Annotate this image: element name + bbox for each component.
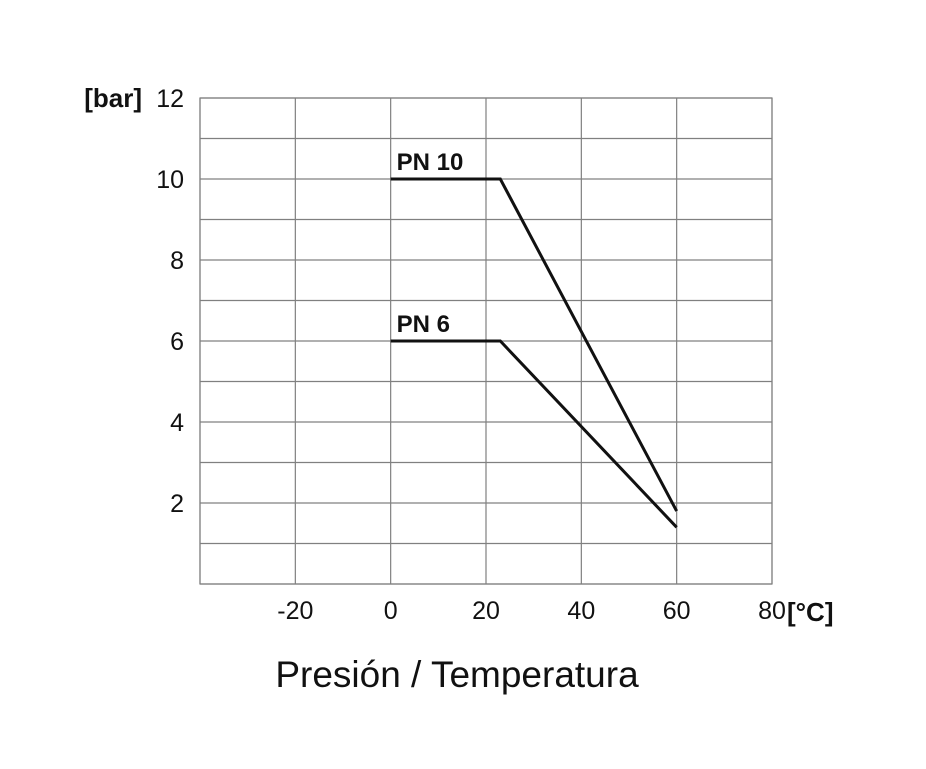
series-line-pn-10	[390, 177, 678, 512]
series-line-pn-6	[390, 339, 678, 529]
chart-caption: Presión / Temperatura	[275, 654, 639, 695]
series-lines	[390, 177, 678, 529]
y-tick-label: 4	[170, 409, 184, 437]
y-tick-label: 10	[156, 166, 184, 194]
plot-frame	[199, 97, 773, 585]
x-tick-label: 0	[384, 597, 398, 625]
x-tick-label: -20	[277, 597, 313, 625]
x-tick-label: 60	[663, 597, 691, 625]
series-label-pn-10: PN 10	[397, 149, 464, 176]
x-axis-unit: [°C]	[787, 597, 834, 627]
series-label-pn-6: PN 6	[397, 311, 450, 338]
pressure-temperature-chart: -20 0 20 40 60 80 2 4 6 8 10 12 [bar] [°C] PN 10 PN 6	[84, 83, 833, 627]
x-tick-label: 40	[567, 597, 595, 625]
x-tick-label: 20	[472, 597, 500, 625]
labels: -20 0 20 40 60 80 2 4 6 8 10 12 [bar] [°C] PN 10 PN 6	[84, 83, 833, 627]
x-tick-label: 80	[758, 597, 786, 625]
y-tick-label: 12	[156, 85, 184, 113]
y-axis-unit: [bar]	[84, 83, 142, 113]
y-tick-label: 8	[170, 247, 184, 275]
y-tick-label: 6	[170, 328, 184, 356]
y-tick-label: 2	[170, 490, 184, 518]
